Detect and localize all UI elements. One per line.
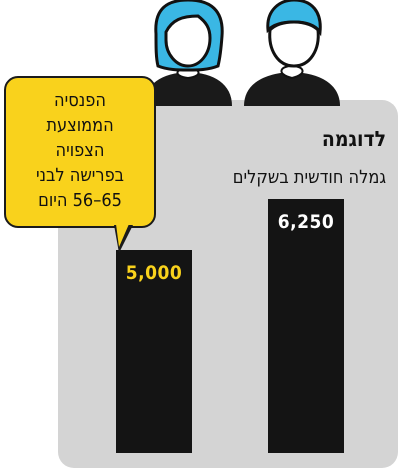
callout-line: 65–56 היום xyxy=(38,190,122,211)
chart-subtitle: גמלה חודשית בשקלים xyxy=(232,167,386,188)
man-icon xyxy=(244,0,340,106)
callout-text: הפנסיה הממוצעת הצפויה בפרישה לבני 65–56 … xyxy=(6,88,154,213)
bar-pension-current xyxy=(116,249,192,453)
bar-value-label: 6,250 xyxy=(277,211,335,233)
callout-line: הפנסיה xyxy=(54,90,106,111)
callout-bubble xyxy=(4,76,156,228)
chart-title: לדוגמה xyxy=(321,127,386,151)
woman-icon xyxy=(144,0,232,106)
callout-line: הממוצעת xyxy=(46,115,114,136)
bar-value-label: 5,000 xyxy=(125,261,183,284)
bar-pension-example xyxy=(268,199,344,453)
callout-pointer-fill xyxy=(116,224,129,247)
callout-line: בפרישה לבני xyxy=(35,165,125,186)
callout-line: הצפויה xyxy=(55,140,105,161)
